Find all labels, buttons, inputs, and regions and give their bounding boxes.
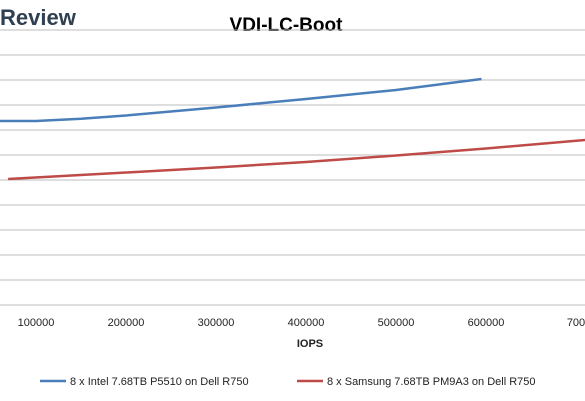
brand: Review bbox=[0, 5, 77, 30]
legend-label: 8 x Samsung 7.68TB PM9A3 on Dell R750 bbox=[327, 376, 536, 388]
x-tick-label: 300000 bbox=[198, 317, 235, 329]
x-axis-label: IOPS bbox=[297, 338, 323, 350]
x-tick-label: 500000 bbox=[378, 317, 415, 329]
x-tick-label: 100000 bbox=[18, 317, 55, 329]
series-line bbox=[0, 77, 482, 123]
x-tick-label: 600000 bbox=[468, 317, 505, 329]
chart-title: VDI-LC-Boot bbox=[230, 15, 344, 36]
legend-label: 8 x Intel 7.68TB P5510 on Dell R750 bbox=[70, 376, 249, 388]
x-tick-label: 700 bbox=[567, 317, 585, 329]
series-line bbox=[8, 138, 585, 181]
x-tick-label: 400000 bbox=[288, 317, 325, 329]
x-tick-label: 200000 bbox=[108, 317, 145, 329]
